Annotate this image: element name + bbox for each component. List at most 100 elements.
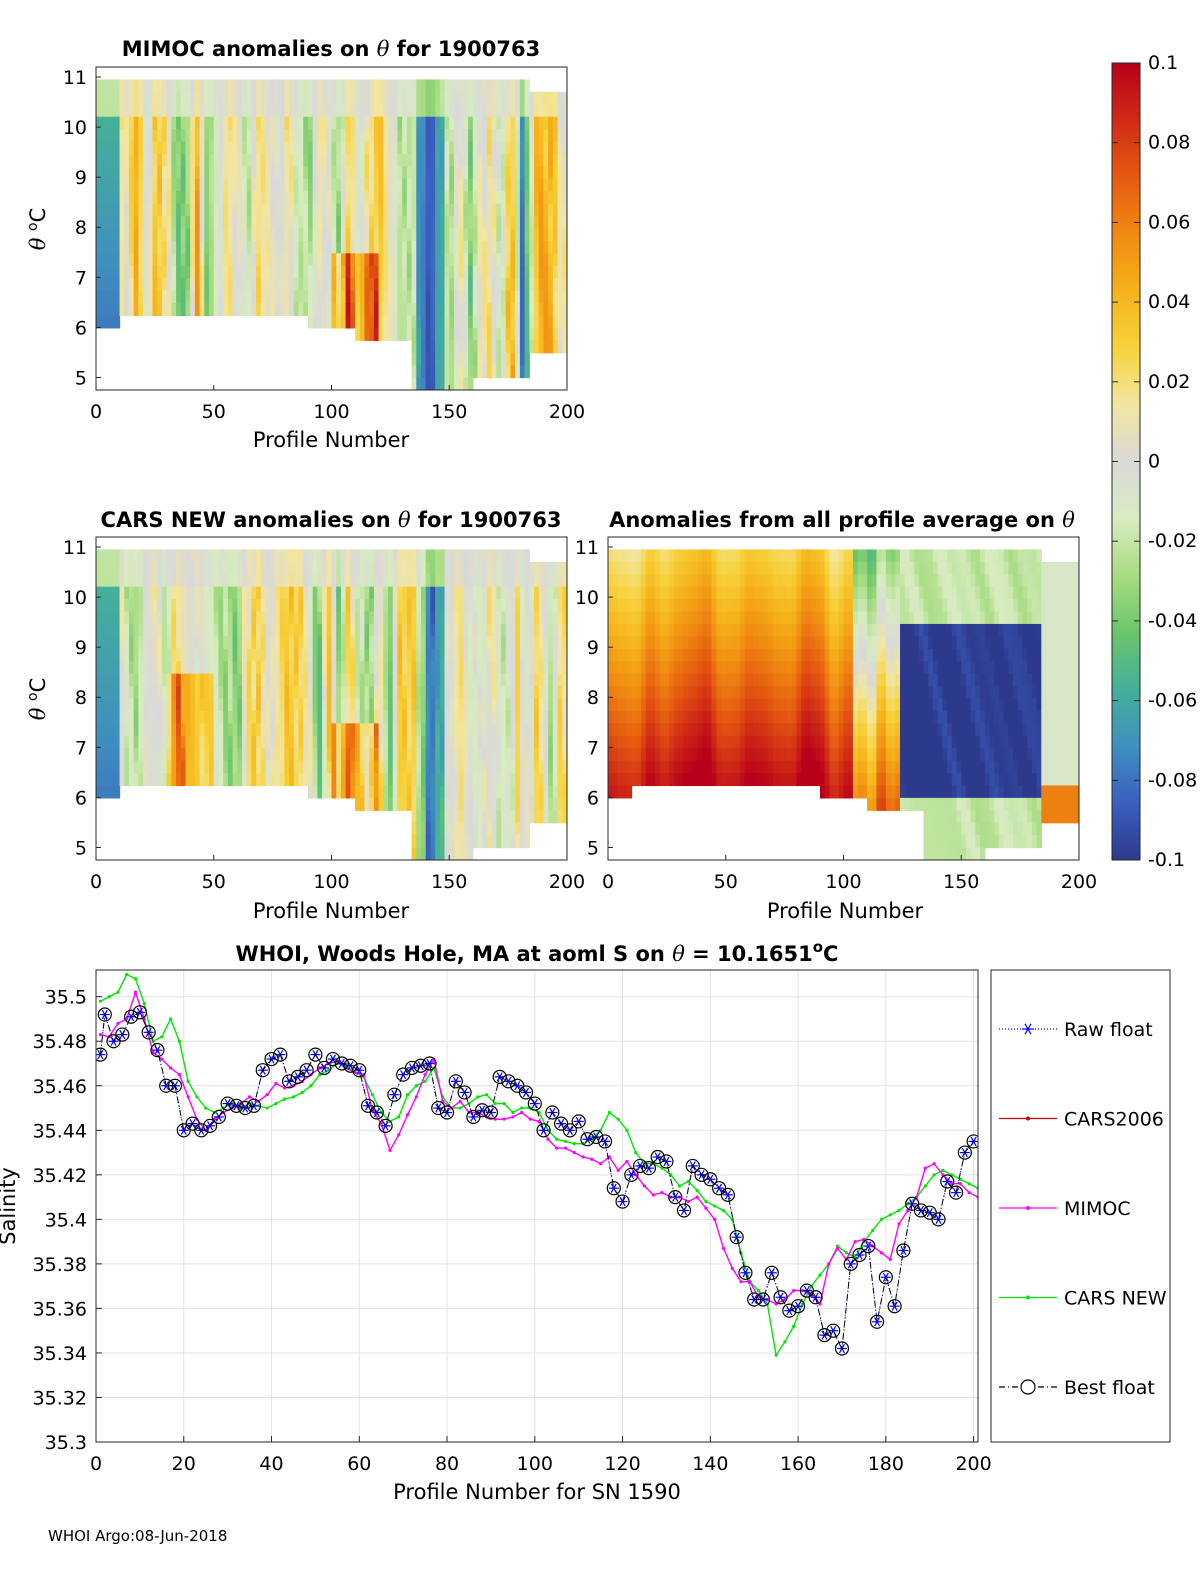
heatmap-cell — [501, 265, 507, 279]
heatmap-cell — [477, 549, 483, 563]
heatmap-cell — [477, 228, 483, 242]
heatmap-cell — [631, 673, 637, 687]
heatmap-cell — [161, 574, 168, 588]
heatmap-cell — [100, 116, 107, 130]
heatmap-cell — [326, 191, 333, 205]
heatmap-cell — [176, 278, 182, 292]
heatmap-cell — [505, 315, 512, 329]
heatmap-cell — [453, 710, 460, 724]
heatmap-cell — [293, 599, 300, 613]
heatmap-cell — [227, 216, 234, 230]
heatmap-cell — [688, 735, 694, 749]
heatmap-cell — [636, 636, 642, 650]
heatmap-cell — [538, 636, 545, 650]
heatmap-cell — [458, 623, 464, 637]
heatmap-cell — [416, 710, 422, 724]
heatmap-cell — [260, 611, 267, 625]
heatmap-cell — [223, 735, 229, 749]
heatmap-cell — [420, 698, 427, 712]
heatmap-cell — [364, 153, 370, 167]
heatmap-cell — [744, 735, 750, 749]
heatmap-cell — [763, 748, 769, 762]
heatmap-cell — [505, 166, 512, 180]
heatmap-cell — [721, 735, 727, 749]
heatmap-cell — [458, 253, 464, 267]
heatmap-cell — [185, 240, 191, 254]
heatmap-cell — [171, 216, 177, 230]
heatmap-cell — [510, 216, 516, 230]
heatmap-cell — [406, 636, 413, 650]
heatmap-cell — [176, 166, 182, 180]
heatmap-cell — [213, 216, 220, 230]
heatmap-cell — [425, 561, 432, 575]
heatmap-cell — [373, 203, 380, 217]
heatmap-cell — [298, 760, 304, 774]
heatmap-cell — [735, 698, 741, 712]
heatmap-cell — [486, 673, 493, 687]
heatmap-cell — [199, 203, 205, 217]
heatmap-cell — [194, 153, 201, 167]
heatmap-cell — [96, 240, 102, 254]
heatmap-cell — [166, 773, 172, 787]
heatmap-cell — [673, 686, 680, 700]
heatmap-cell — [340, 303, 347, 317]
heatmap-cell — [317, 586, 323, 600]
heatmap-cell — [739, 661, 746, 675]
heatmap-cell — [218, 265, 224, 279]
heatmap-cell — [692, 760, 699, 774]
heatmap-cell — [345, 599, 351, 613]
heatmap-cell — [369, 240, 375, 254]
heatmap-cell — [463, 760, 469, 774]
heatmap-cell — [218, 166, 224, 180]
heatmap-cell — [463, 79, 469, 93]
heatmap-cell — [279, 116, 285, 130]
heatmap-cell — [420, 686, 427, 700]
heatmap-cell — [557, 599, 563, 613]
heatmap-cell — [706, 773, 713, 787]
heatmap-cell — [622, 549, 628, 563]
heatmap-cell — [735, 574, 741, 588]
heatmap-cell — [199, 216, 205, 230]
heatmap-cell — [439, 104, 446, 118]
heatmap-cell — [636, 611, 642, 625]
heatmap-cell — [199, 735, 205, 749]
heatmap-cell — [289, 735, 295, 749]
heatmap-cell — [411, 278, 417, 292]
heatmap-cell — [392, 686, 399, 700]
heatmap-cell — [510, 760, 516, 774]
heatmap-cell — [383, 253, 389, 267]
heatmap-cell — [96, 623, 102, 637]
heatmap-cell — [303, 623, 309, 637]
heatmap-cell — [274, 686, 281, 700]
heatmap-cell — [711, 586, 717, 600]
heatmap-cell — [716, 648, 722, 662]
heatmap-cell — [105, 636, 111, 650]
heatmap-cell — [204, 673, 210, 687]
heatmap-cell — [472, 191, 479, 205]
heatmap-cell — [617, 698, 623, 712]
heatmap-cell — [529, 574, 535, 588]
heatmap-cell — [463, 240, 469, 254]
heatmap-cell — [298, 129, 304, 143]
heatmap-cell — [468, 586, 474, 600]
heatmap-cell — [119, 166, 125, 180]
heatmap-cell — [298, 611, 304, 625]
heatmap-cell — [659, 723, 666, 737]
heatmap-cell — [678, 599, 684, 613]
heatmap-cell — [496, 129, 502, 143]
heatmap-cell — [392, 797, 399, 811]
heatmap-cell — [274, 661, 281, 675]
heatmap-cell — [383, 303, 389, 317]
heatmap-cell — [749, 698, 755, 712]
heatmap-cell — [505, 686, 512, 700]
heatmap-cell — [716, 586, 722, 600]
heatmap-cell — [425, 265, 432, 279]
heatmap-cell — [692, 710, 699, 724]
heatmap-cell — [326, 785, 333, 799]
heatmap-cell — [350, 611, 356, 625]
heatmap-cell — [138, 129, 144, 143]
heatmap-cell — [105, 104, 111, 118]
heatmap-cell — [326, 228, 333, 242]
heatmap-cell — [147, 710, 154, 724]
heatmap-cell — [157, 178, 163, 192]
